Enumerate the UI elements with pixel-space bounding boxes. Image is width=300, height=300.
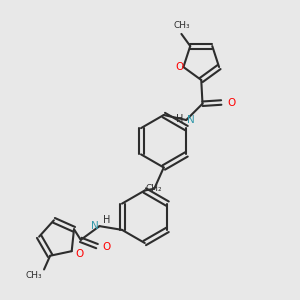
Text: O: O <box>102 242 111 252</box>
Text: O: O <box>227 98 236 107</box>
Text: O: O <box>75 249 83 259</box>
Text: H: H <box>176 114 184 124</box>
Text: CH₃: CH₃ <box>173 21 190 30</box>
Text: CH₃: CH₃ <box>25 271 42 280</box>
Text: H: H <box>103 215 110 225</box>
Text: N: N <box>187 115 195 125</box>
Text: N: N <box>91 221 99 231</box>
Text: CH₂: CH₂ <box>146 184 163 193</box>
Text: O: O <box>176 62 184 72</box>
